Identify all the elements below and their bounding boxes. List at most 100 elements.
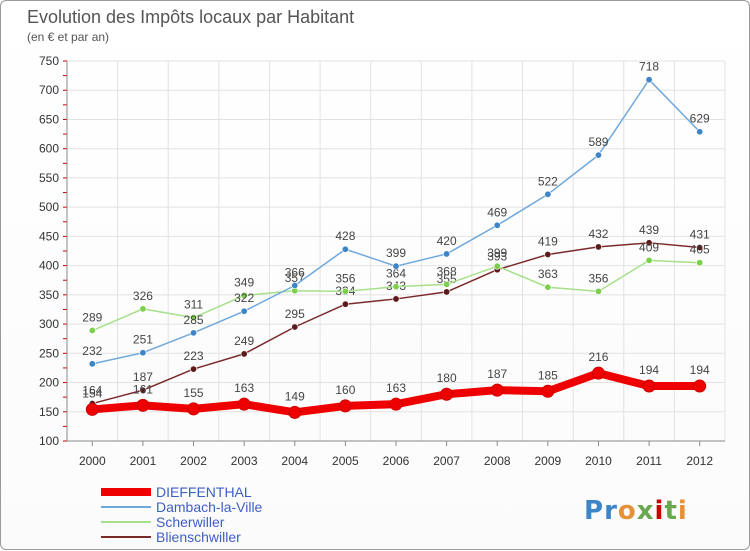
- data-label-blienschwiller-2011: 439: [639, 223, 659, 237]
- y-tick-label-750: 750: [39, 54, 59, 68]
- data-point-dambach-la-ville-2003: [240, 307, 248, 315]
- data-point-dieffenthal-2008: [490, 383, 504, 397]
- data-point-dieffenthal-2011: [642, 379, 656, 393]
- proxiti-logo: Proxiti: [584, 496, 688, 526]
- data-point-dambach-la-ville-2011: [645, 76, 653, 84]
- data-point-blienschwiller-2011: [645, 239, 653, 247]
- x-tick-label-2004: 2004: [281, 454, 308, 468]
- data-point-dambach-la-ville-2007: [443, 250, 451, 258]
- data-point-scherwiller-2011: [645, 256, 653, 264]
- data-point-blienschwiller-2003: [240, 350, 248, 358]
- data-label-dambach-la-ville-2007: 420: [437, 234, 457, 248]
- data-point-blienschwiller-2010: [594, 243, 602, 251]
- y-tick-label-100: 100: [39, 434, 59, 448]
- data-point-dambach-la-ville-2005: [341, 245, 349, 253]
- data-label-dambach-la-ville-2011: 718: [639, 60, 659, 74]
- x-tick-label-2012: 2012: [686, 454, 713, 468]
- data-label-blienschwiller-2012: 431: [690, 227, 710, 241]
- data-label-dieffenthal-2005: 160: [335, 383, 355, 397]
- data-label-scherwiller-2007: 368: [437, 264, 457, 278]
- logo-letter: r: [604, 496, 618, 526]
- data-label-dambach-la-ville-2010: 589: [588, 135, 608, 149]
- data-point-dieffenthal-2004: [288, 405, 302, 419]
- data-label-dieffenthal-2003: 163: [234, 381, 254, 395]
- x-tick-label-2007: 2007: [433, 454, 460, 468]
- data-point-blienschwiller-2012: [696, 243, 704, 251]
- data-label-dieffenthal-2001: 161: [133, 382, 153, 396]
- data-point-scherwiller-2001: [139, 305, 147, 313]
- y-tick-label-350: 350: [39, 288, 59, 302]
- y-tick-label-150: 150: [39, 405, 59, 419]
- data-point-scherwiller-2008: [493, 262, 501, 270]
- axes: 100 150 200 250 300 350 400 450 500 550 600 650 700 7…: [39, 54, 725, 468]
- x-tick-label-2000: 2000: [79, 454, 106, 468]
- data-point-dambach-la-ville-2004: [291, 281, 299, 289]
- data-label-dambach-la-ville-2009: 522: [538, 174, 558, 188]
- x-tick-label-2011: 2011: [636, 454, 662, 468]
- data-label-blienschwiller-2003: 249: [234, 334, 254, 348]
- data-label-scherwiller-2001: 326: [133, 289, 153, 303]
- data-point-dambach-la-ville-2008: [493, 221, 501, 229]
- data-point-blienschwiller-2006: [392, 295, 400, 303]
- data-point-dieffenthal-2003: [237, 397, 251, 411]
- data-label-dieffenthal-2000: 154: [82, 386, 102, 400]
- data-label-blienschwiller-2008: 393: [487, 250, 507, 264]
- data-point-dambach-la-ville-2001: [139, 349, 147, 357]
- data-label-dieffenthal-2002: 155: [184, 386, 204, 400]
- data-label-scherwiller-2011: 409: [639, 240, 659, 254]
- data-point-scherwiller-2006: [392, 283, 400, 291]
- x-tick-label-2009: 2009: [534, 454, 561, 468]
- data-point-blienschwiller-2001: [139, 386, 147, 394]
- data-label-dieffenthal-2010: 216: [588, 350, 608, 364]
- data-label-blienschwiller-2010: 432: [588, 227, 608, 241]
- data-label-blienschwiller-2000: 164: [82, 384, 102, 398]
- series-dieffenthal: 154 161 155 163 149 160 163 180 187 185 216 194 194: [82, 350, 710, 419]
- legend-label-blienschwiller: Blienschwiller: [156, 529, 241, 545]
- x-tick-label-2002: 2002: [180, 454, 207, 468]
- data-point-dieffenthal-2010: [591, 366, 605, 380]
- series-group: 1641872232492953343433553934194324394312…: [82, 60, 710, 419]
- data-point-dieffenthal-2001: [136, 398, 150, 412]
- data-point-dambach-la-ville-2009: [544, 190, 552, 198]
- data-point-dambach-la-ville-2002: [190, 329, 198, 337]
- data-label-dambach-la-ville-2000: 232: [82, 344, 102, 358]
- logo-letter: o: [618, 496, 637, 526]
- chart-title: Evolution des Impôts locaux par Habitant: [27, 7, 354, 27]
- data-point-dieffenthal-2000: [85, 402, 99, 416]
- data-label-dambach-la-ville-2002: 285: [184, 313, 204, 327]
- data-point-blienschwiller-2004: [291, 323, 299, 331]
- data-point-scherwiller-2000: [88, 327, 96, 335]
- data-point-dieffenthal-2002: [187, 402, 201, 416]
- y-tick-label-550: 550: [39, 171, 59, 185]
- data-point-dambach-la-ville-2010: [594, 151, 602, 159]
- data-label-dambach-la-ville-2005: 428: [335, 229, 355, 243]
- y-tick-label-200: 200: [39, 376, 59, 390]
- data-point-dambach-la-ville-2012: [696, 128, 704, 136]
- data-point-dambach-la-ville-2006: [392, 262, 400, 270]
- data-label-scherwiller-2002: 311: [184, 298, 203, 312]
- x-tick-label-2003: 2003: [231, 454, 258, 468]
- data-label-dambach-la-ville-2001: 251: [133, 333, 153, 347]
- data-label-scherwiller-2000: 289: [82, 311, 102, 325]
- logo-letter: P: [584, 496, 604, 526]
- logo-letter: t: [664, 496, 677, 526]
- y-tick-label-700: 700: [39, 83, 59, 97]
- data-point-blienschwiller-2005: [341, 300, 349, 308]
- data-point-blienschwiller-2002: [190, 365, 198, 373]
- y-tick-label-650: 650: [39, 112, 59, 126]
- y-tick-label-400: 400: [39, 259, 59, 273]
- data-label-dambach-la-ville-2003: 322: [234, 291, 254, 305]
- data-label-blienschwiller-2001: 187: [133, 370, 153, 384]
- series-blienschwiller: 164187223249295334343355393419432439431: [82, 223, 710, 408]
- y-tick-label-600: 600: [39, 142, 59, 156]
- data-point-dambach-la-ville-2000: [88, 360, 96, 368]
- legend: DIEFFENTHALDambach-la-VilleScherwillerBl…: [101, 484, 263, 545]
- legend-label-dambach-la-ville: Dambach-la-Ville: [156, 499, 263, 515]
- chart-subtitle: (en € et par an): [27, 30, 109, 44]
- y-tick-label-300: 300: [39, 317, 59, 331]
- data-point-blienschwiller-2009: [544, 251, 552, 259]
- legend-label-scherwiller: Scherwiller: [156, 514, 225, 530]
- logo-text: Proxiti: [584, 496, 688, 526]
